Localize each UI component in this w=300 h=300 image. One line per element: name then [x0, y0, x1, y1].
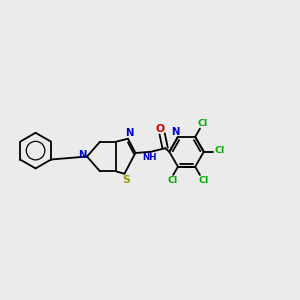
Text: Cl: Cl — [214, 146, 224, 154]
Text: N: N — [78, 150, 86, 160]
Text: O: O — [156, 124, 165, 134]
Text: Cl: Cl — [167, 176, 178, 185]
Text: S: S — [122, 175, 130, 185]
Text: Cl: Cl — [198, 176, 208, 185]
Text: NH: NH — [142, 153, 157, 162]
Text: N: N — [125, 128, 133, 138]
Text: N: N — [171, 127, 179, 137]
Text: Cl: Cl — [197, 119, 207, 128]
